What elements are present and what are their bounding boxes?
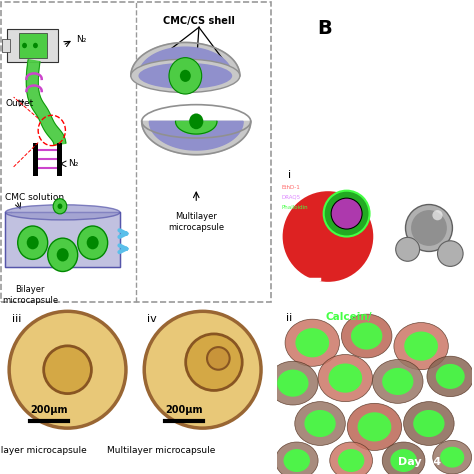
FancyBboxPatch shape — [1, 1, 271, 302]
Circle shape — [180, 70, 191, 82]
Text: Touch: Touch — [392, 195, 413, 204]
Circle shape — [295, 328, 329, 357]
Circle shape — [341, 314, 392, 358]
Ellipse shape — [131, 59, 240, 92]
Polygon shape — [138, 47, 232, 76]
Circle shape — [382, 442, 425, 474]
Bar — [57, 143, 62, 176]
Text: CMC solution: CMC solution — [5, 193, 64, 201]
FancyBboxPatch shape — [2, 39, 10, 52]
Circle shape — [207, 347, 229, 370]
Text: B: B — [317, 19, 332, 38]
Circle shape — [48, 238, 78, 272]
Circle shape — [330, 442, 373, 474]
Text: i: i — [288, 170, 291, 181]
Circle shape — [27, 236, 39, 249]
Text: iv: iv — [147, 314, 157, 324]
Circle shape — [440, 447, 464, 468]
Circle shape — [396, 237, 419, 261]
FancyBboxPatch shape — [19, 33, 46, 58]
Circle shape — [438, 241, 463, 266]
Circle shape — [57, 248, 69, 262]
Circle shape — [186, 334, 242, 391]
Circle shape — [189, 113, 203, 129]
Circle shape — [351, 322, 383, 350]
Circle shape — [87, 236, 99, 249]
Text: Phalloidin: Phalloidin — [282, 205, 308, 210]
Circle shape — [373, 360, 423, 403]
Circle shape — [267, 361, 318, 405]
Polygon shape — [131, 43, 240, 76]
Circle shape — [382, 368, 413, 395]
Circle shape — [324, 191, 370, 237]
Circle shape — [9, 311, 126, 428]
Circle shape — [404, 331, 438, 361]
Circle shape — [403, 401, 454, 446]
Text: Calcein/: Calcein/ — [326, 312, 373, 322]
Text: ii: ii — [286, 312, 292, 323]
Circle shape — [411, 210, 447, 246]
Circle shape — [432, 210, 443, 220]
Circle shape — [33, 43, 38, 48]
Polygon shape — [5, 212, 120, 267]
Circle shape — [338, 449, 365, 472]
Text: Outlet: Outlet — [5, 99, 34, 108]
Circle shape — [331, 198, 363, 229]
Polygon shape — [142, 121, 251, 155]
Circle shape — [277, 370, 309, 397]
Text: iii: iii — [12, 314, 22, 324]
Text: CMC/CS shell: CMC/CS shell — [163, 16, 235, 26]
Circle shape — [413, 410, 445, 437]
Circle shape — [53, 199, 67, 214]
Text: Multilayer
microcapsule: Multilayer microcapsule — [168, 212, 224, 232]
Circle shape — [332, 199, 362, 228]
Text: 200μm: 200μm — [30, 405, 67, 415]
Text: N₂: N₂ — [68, 159, 79, 168]
Circle shape — [144, 311, 261, 428]
Circle shape — [22, 43, 27, 48]
Circle shape — [285, 319, 339, 366]
Ellipse shape — [138, 63, 232, 89]
Text: 200μm: 200μm — [165, 405, 202, 415]
Circle shape — [275, 442, 318, 474]
Text: Day 14: Day 14 — [398, 457, 441, 467]
Text: EthD-1: EthD-1 — [282, 185, 301, 191]
Circle shape — [283, 191, 374, 282]
Circle shape — [283, 449, 310, 472]
Circle shape — [427, 356, 474, 397]
Circle shape — [18, 226, 48, 259]
Circle shape — [357, 412, 392, 441]
Circle shape — [304, 410, 336, 437]
Text: N₂: N₂ — [76, 35, 87, 44]
Circle shape — [394, 323, 448, 370]
Text: DRAQ5: DRAQ5 — [282, 195, 301, 200]
Text: Bilayer
microcapsule: Bilayer microcapsule — [2, 285, 58, 305]
Circle shape — [328, 364, 362, 392]
Polygon shape — [26, 60, 66, 145]
Circle shape — [44, 346, 91, 393]
Circle shape — [169, 58, 201, 94]
Circle shape — [405, 205, 452, 252]
Circle shape — [347, 403, 401, 450]
Text: Multilayer microcapsule: Multilayer microcapsule — [107, 446, 215, 455]
Circle shape — [318, 355, 373, 401]
Circle shape — [295, 401, 345, 446]
Circle shape — [57, 203, 63, 209]
Circle shape — [391, 449, 417, 472]
Circle shape — [433, 440, 472, 474]
Circle shape — [436, 364, 465, 389]
Circle shape — [78, 226, 108, 259]
Ellipse shape — [6, 205, 120, 220]
Bar — [33, 143, 37, 176]
FancyBboxPatch shape — [8, 29, 58, 62]
Polygon shape — [149, 121, 243, 150]
Text: Bilayer microcapsule: Bilayer microcapsule — [0, 446, 87, 455]
Polygon shape — [175, 121, 217, 134]
